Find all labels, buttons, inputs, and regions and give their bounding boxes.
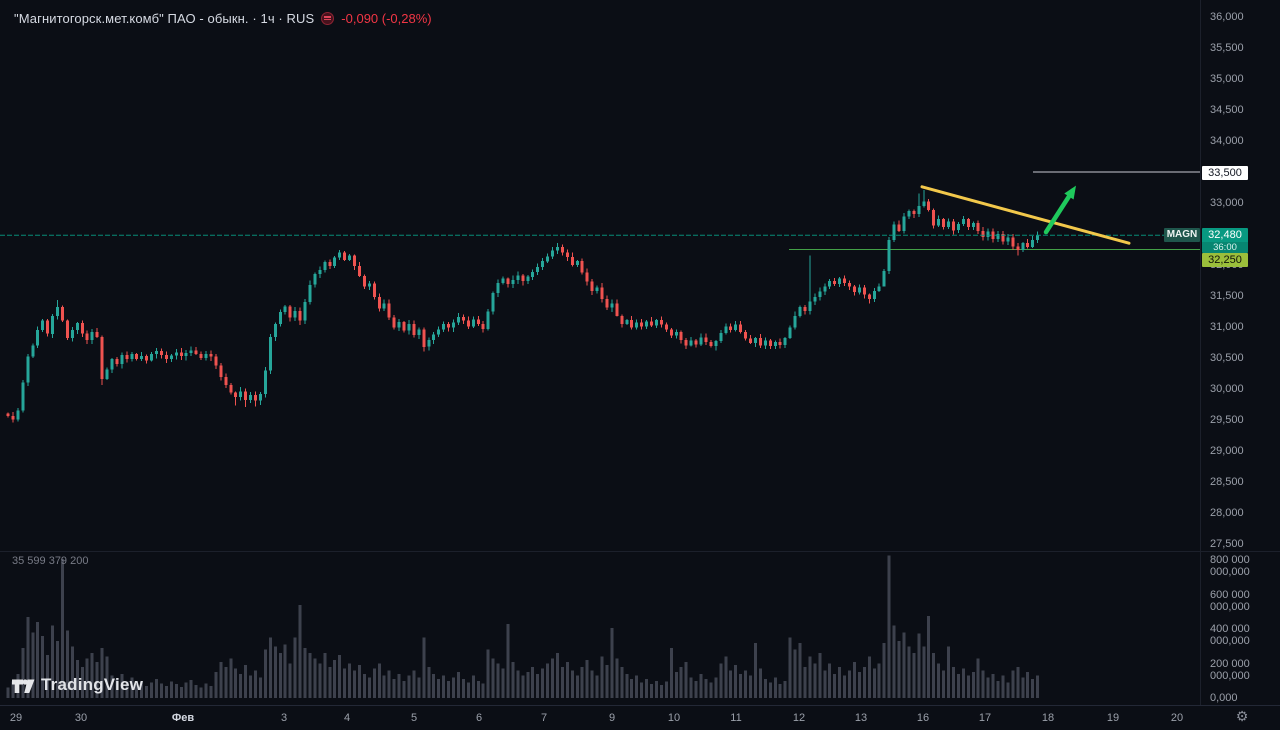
price-tick: 29,000	[1210, 444, 1244, 457]
price-tick: 35,000	[1210, 72, 1244, 85]
time-tick: 5	[410, 712, 418, 724]
time-tick: 19	[1106, 712, 1120, 724]
volume-tick: 400 000 000,000	[1210, 623, 1250, 647]
volume-bars-layer	[6, 555, 1040, 699]
time-tick: 12	[792, 712, 806, 724]
watermark-text: TradingView	[41, 675, 144, 694]
chart-legend: "Магнитогорск.мет.комб" ПАО - обыкн. · 1…	[14, 9, 432, 27]
ticker-chip: MAGN	[1164, 228, 1200, 242]
exchange-badge-icon	[321, 11, 335, 25]
volume-tick: 600 000 000,000	[1210, 588, 1250, 613]
time-tick: Фев	[171, 712, 195, 724]
symbol-title[interactable]: "Магнитогорск.мет.комб" ПАО - обыкн. · 1…	[14, 10, 315, 26]
price-change-text: -0,090 (-0,28%)	[341, 10, 432, 26]
price-tick: 34,000	[1210, 134, 1244, 147]
time-tick: 18	[1041, 712, 1055, 724]
price-tick: 30,500	[1210, 351, 1244, 364]
volume-tick: 800 000 000,000	[1210, 554, 1250, 578]
price-tick: 36,000	[1210, 11, 1244, 23]
time-tick: 3	[280, 712, 288, 724]
time-tick: 4	[343, 712, 351, 724]
volume-readout: 35 599 379 200	[12, 555, 89, 567]
time-tick: 16	[916, 712, 930, 724]
green-arrow-head	[1064, 185, 1076, 200]
time-tick: 20	[1170, 712, 1184, 724]
price-tick: 27,500	[1210, 537, 1244, 550]
price-tick: 29,500	[1210, 413, 1244, 426]
time-tick: 9	[608, 712, 616, 724]
green-arrow-shaft[interactable]	[1043, 188, 1075, 235]
price-tick: 28,500	[1210, 475, 1244, 488]
yellow-trendline[interactable]	[920, 185, 1131, 245]
time-tick: 11	[730, 712, 742, 724]
last-price-label: 32,480 36:00	[1202, 228, 1248, 253]
price-tick: 33,000	[1210, 196, 1244, 209]
time-tick: 30	[74, 712, 88, 724]
time-tick: 13	[854, 712, 868, 724]
time-tick: 6	[475, 712, 483, 724]
price-tick: 34,500	[1210, 103, 1244, 116]
user-drawings	[920, 185, 1131, 245]
horizontal-rays	[789, 171, 1200, 250]
time-tick: 17	[978, 712, 992, 724]
tradingview-logo-icon	[12, 679, 35, 693]
price-tick: 28,000	[1210, 506, 1244, 519]
volume-tick: 0,000	[1210, 692, 1238, 704]
last-price-value: 32,480	[1208, 229, 1242, 241]
price-tick: 31,000	[1210, 320, 1244, 333]
tradingview-watermark[interactable]: TradingView	[12, 675, 143, 695]
price-tick: 31,500	[1210, 289, 1244, 302]
time-tick: 7	[540, 712, 548, 724]
pane-separators	[0, 0, 1280, 706]
price-tick: 30,000	[1210, 382, 1244, 395]
timezone-settings-gear-icon[interactable]: ⚙	[1235, 709, 1249, 725]
time-tick: 29	[9, 712, 23, 724]
volume-tick: 200 000 000,000	[1210, 657, 1250, 682]
white-ray-price-label: 33,500	[1202, 166, 1248, 180]
time-tick: 10	[667, 712, 681, 724]
bar-countdown: 36:00	[1202, 242, 1248, 253]
lime-ray-price-label: 32,250	[1202, 253, 1248, 267]
price-tick: 35,500	[1210, 41, 1244, 54]
candles-layer	[6, 189, 1040, 423]
